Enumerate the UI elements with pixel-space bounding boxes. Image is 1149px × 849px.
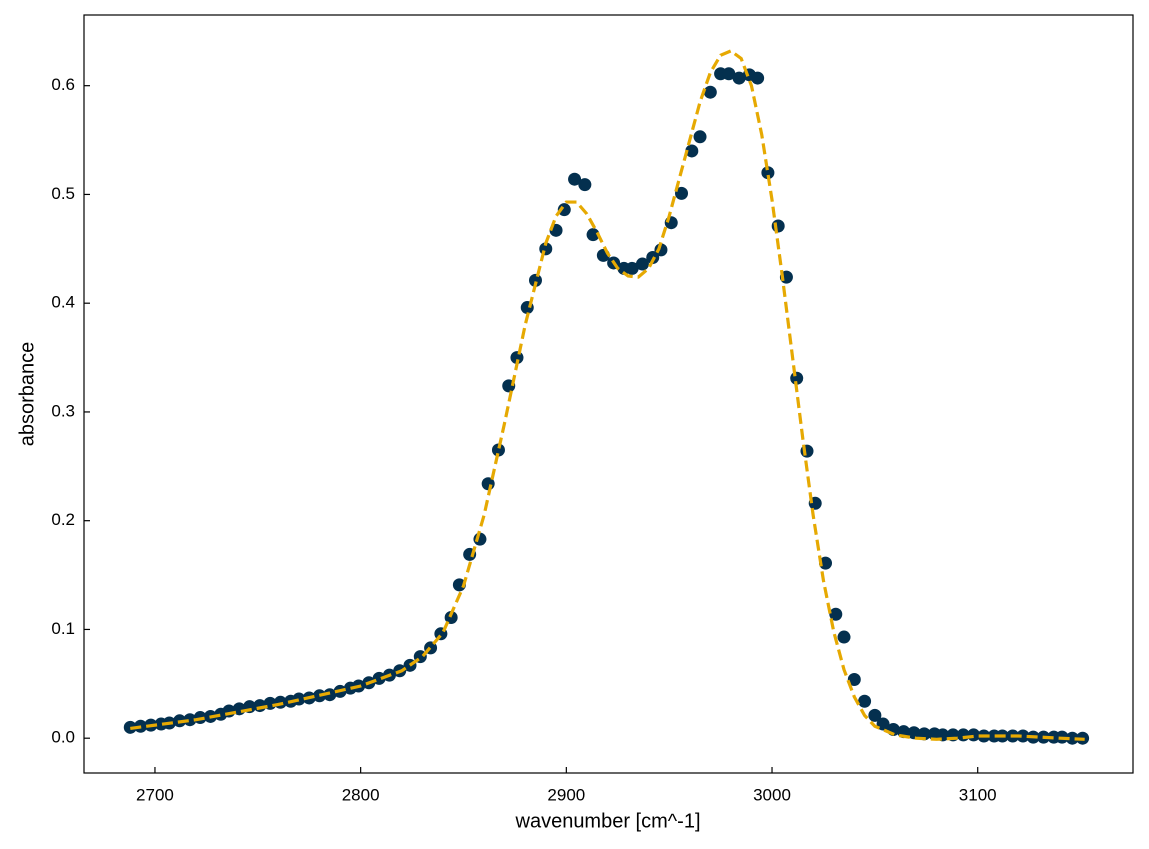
data-point	[829, 607, 843, 621]
y-tick-label: 0.6	[51, 75, 75, 94]
x-tick-label: 3000	[753, 785, 791, 804]
data-point	[685, 144, 699, 158]
y-tick-label: 0.5	[51, 184, 75, 203]
data-point	[452, 578, 466, 592]
data-point	[557, 203, 571, 217]
data-point	[1016, 729, 1030, 743]
x-tick-label: 3100	[959, 785, 997, 804]
data-point	[818, 556, 832, 570]
data-point	[635, 257, 649, 271]
data-point	[722, 67, 736, 81]
fit-line	[130, 49, 1085, 741]
data-point	[868, 708, 882, 722]
data-point	[771, 219, 785, 233]
y-axis-label: absorbance	[16, 342, 38, 447]
data-point	[183, 713, 197, 727]
data-point	[528, 273, 542, 287]
data-point	[703, 85, 717, 99]
data-point	[491, 443, 505, 457]
data-point	[292, 692, 306, 706]
data-point	[1065, 731, 1079, 745]
plot-frame	[83, 14, 1134, 774]
data-point	[654, 243, 668, 257]
data-point	[761, 166, 775, 180]
data-point	[568, 172, 582, 186]
data-point	[847, 672, 861, 686]
data-point	[625, 261, 639, 275]
y-tick-label: 0.4	[51, 293, 75, 312]
data-point	[586, 228, 600, 242]
y-tick-label: 0.0	[51, 728, 75, 747]
data-point	[751, 71, 765, 85]
x-tick-label: 2900	[547, 785, 585, 804]
data-point	[693, 130, 707, 144]
data-point	[876, 717, 890, 731]
data-point	[907, 726, 921, 740]
data-point	[858, 694, 872, 708]
data-point	[323, 688, 337, 702]
x-axis-label: wavenumber [cm^-1]	[515, 810, 701, 832]
y-tick-label: 0.1	[51, 619, 75, 638]
y-tick-label: 0.2	[51, 510, 75, 529]
data-point	[732, 71, 746, 85]
data-point	[837, 630, 851, 644]
data-point	[664, 216, 678, 230]
data-point	[675, 186, 689, 200]
x-tick-label: 2800	[342, 785, 380, 804]
y-tick-label: 0.3	[51, 401, 75, 420]
x-tick-label: 2700	[136, 785, 174, 804]
data-point	[578, 178, 592, 192]
